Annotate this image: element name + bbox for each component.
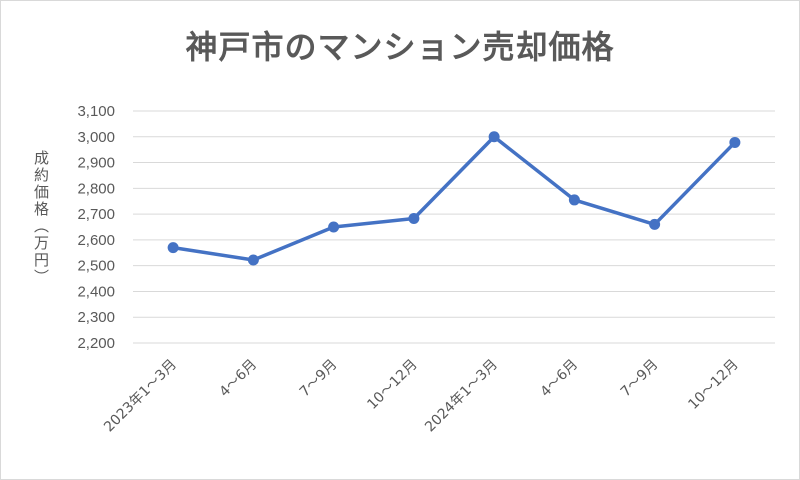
data-point <box>247 254 259 266</box>
data-point <box>649 218 661 230</box>
data-point <box>568 194 580 206</box>
x-tick-label: 2023年1～3月 <box>101 357 180 436</box>
x-tick-label: 7～9月 <box>618 357 662 401</box>
x-tick-label: 4～6月 <box>537 357 581 401</box>
data-point <box>167 242 179 254</box>
y-tick-label: 2,200 <box>77 335 115 352</box>
y-tick-label: 2,400 <box>77 283 115 300</box>
y-axis-label: 成約価格（万円） <box>32 150 50 286</box>
data-point <box>488 131 500 143</box>
data-point <box>408 212 420 224</box>
x-tick-label: 2024年1～3月 <box>422 357 501 436</box>
y-tick-label: 2,500 <box>77 258 115 275</box>
y-tick-label: 2,800 <box>77 180 115 197</box>
y-tick-label: 2,700 <box>77 206 115 223</box>
y-tick-label: 2,600 <box>77 232 115 249</box>
chart-title: 神戸市のマンション売却価格 <box>185 28 615 66</box>
y-tick-label: 3,000 <box>77 129 115 146</box>
x-tick-label: 4～6月 <box>216 357 260 401</box>
y-tick-label: 2,300 <box>77 309 115 326</box>
data-point <box>328 221 340 233</box>
x-tick-label: 10～12月 <box>685 357 741 413</box>
x-tick-labels: 2023年1～3月 4～6月 7～9月 10～12月 2024年1～3月 4～6月 7～9月… <box>101 357 742 436</box>
series-group <box>167 131 741 266</box>
gridlines <box>133 110 775 344</box>
series-line <box>172 135 737 262</box>
data-point <box>729 136 741 148</box>
y-tick-label: 2,900 <box>77 155 115 172</box>
y-tick-label: 3,100 <box>77 103 115 120</box>
x-tick-label: 10～12月 <box>364 357 420 413</box>
y-tick-labels: 2,200 2,300 2,400 2,500 2,600 2,700 2,800 2,900… <box>77 103 115 352</box>
x-tick-label: 7～9月 <box>297 357 341 401</box>
